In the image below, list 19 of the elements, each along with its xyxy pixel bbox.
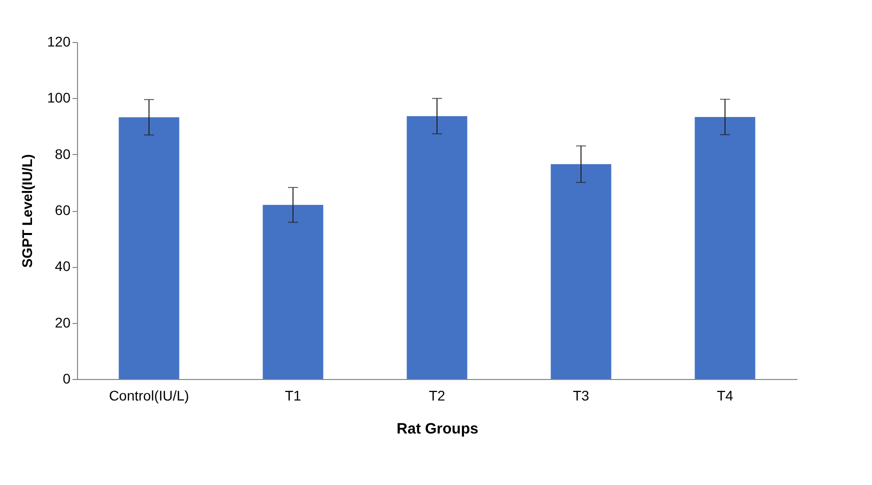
x-tick-label: T4: [716, 388, 734, 404]
bar: [550, 164, 612, 379]
y-tick-label: 100: [47, 90, 71, 106]
y-tick-label: 20: [54, 314, 71, 330]
bar: [694, 116, 756, 379]
x-tick-label: T1: [284, 388, 302, 404]
bar: [262, 204, 324, 379]
y-tick-label: 80: [54, 146, 71, 162]
y-tick-label: 120: [47, 34, 71, 50]
x-axis-title: Rat Groups: [396, 420, 478, 438]
y-axis-title: SGPT Level(IU/L): [19, 154, 36, 268]
bar: [118, 117, 180, 379]
y-tick-label: 60: [54, 202, 71, 218]
bar: [406, 116, 468, 379]
x-tick-label: Control(IU/L): [108, 388, 190, 404]
y-tick-label: 40: [54, 258, 71, 274]
x-tick-label: T3: [572, 388, 590, 404]
x-tick-label: T2: [428, 388, 446, 404]
y-tick-label: 0: [62, 370, 71, 386]
